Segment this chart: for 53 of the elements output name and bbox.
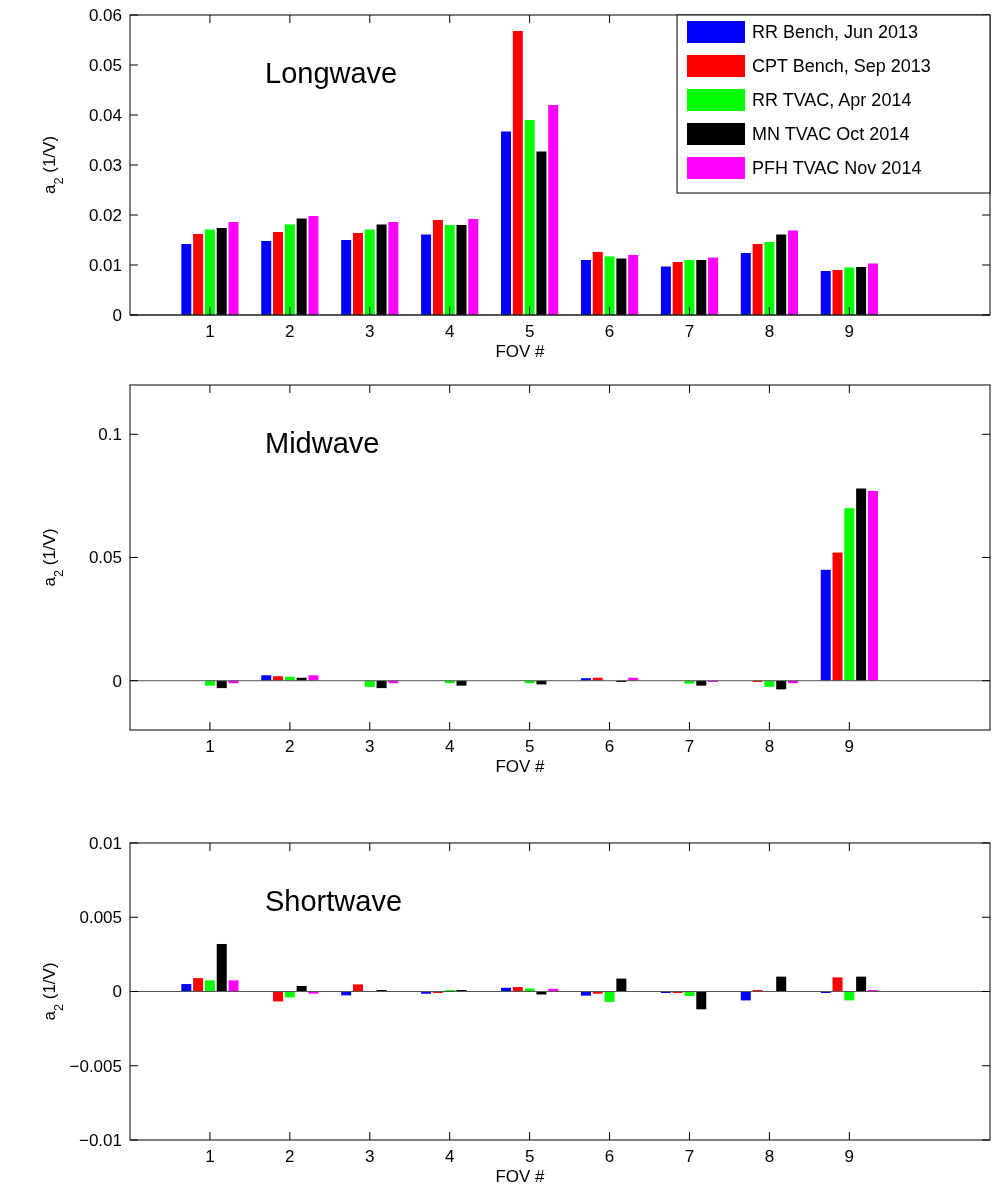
x-tick-label: 5 <box>524 322 535 341</box>
x-tick-label: 9 <box>844 322 855 341</box>
x-tick-label: 1 <box>205 737 215 756</box>
x-axis-title: FOV # <box>495 342 546 361</box>
legend-label: PFH TVAC Nov 2014 <box>752 158 922 179</box>
x-tick-label: 6 <box>604 737 615 756</box>
legend-label: CPT Bench, Sep 2013 <box>752 56 931 77</box>
y-tick-label: 0.03 <box>88 155 122 175</box>
y-tick-label: 0.01 <box>88 833 122 853</box>
x-tick-label: 2 <box>285 1147 295 1166</box>
annotation: Longwave <box>265 57 398 89</box>
x-tick-label: 5 <box>524 737 535 756</box>
y-tick-label: 0.06 <box>88 5 122 25</box>
legend-label: RR Bench, Jun 2013 <box>752 22 919 43</box>
x-tick-label: 4 <box>444 322 455 341</box>
x-tick-label: 5 <box>524 1147 535 1166</box>
x-tick-label: 8 <box>764 322 775 341</box>
y-tick-label: 0 <box>112 982 122 1002</box>
x-axis-title: FOV # <box>495 1167 546 1186</box>
x-tick-label: 2 <box>285 322 295 341</box>
x-tick-label: 3 <box>365 737 375 756</box>
legend-label: MN TVAC Oct 2014 <box>752 124 910 145</box>
x-tick-label: 4 <box>444 737 455 756</box>
x-tick-label: 7 <box>684 1147 695 1166</box>
annotation: Shortwave <box>265 885 403 917</box>
x-tick-label: 4 <box>444 1147 455 1166</box>
x-tick-label: 8 <box>764 737 775 756</box>
legend-label: RR TVAC, Apr 2014 <box>752 90 912 111</box>
x-tick-label: 9 <box>844 737 855 756</box>
y-tick-label: 0.1 <box>98 425 122 445</box>
y-tick-label: 0.04 <box>88 105 122 125</box>
x-tick-label: 8 <box>764 1147 775 1166</box>
x-tick-label: 3 <box>365 1147 375 1166</box>
y-tick-label: 0.01 <box>88 255 122 275</box>
y-tick-label: 0 <box>112 305 122 325</box>
y-tick-label: 0 <box>112 671 122 691</box>
y-tick-label: −0.01 <box>78 1130 122 1150</box>
y-tick-label: 0.02 <box>88 205 122 225</box>
x-tick-label: 6 <box>604 322 615 341</box>
annotation: Midwave <box>265 427 380 459</box>
x-axis-title: FOV # <box>495 757 546 776</box>
y-tick-label: 0.05 <box>88 55 122 75</box>
x-tick-label: 7 <box>684 737 695 756</box>
y-tick-label: −0.005 <box>69 1056 122 1076</box>
x-tick-label: 9 <box>844 1147 855 1166</box>
x-tick-label: 3 <box>365 322 375 341</box>
y-tick-label: 0.05 <box>88 548 122 568</box>
x-tick-label: 7 <box>684 322 695 341</box>
x-tick-label: 2 <box>285 737 295 756</box>
x-tick-label: 1 <box>205 1147 215 1166</box>
y-tick-label: 0.005 <box>79 908 122 928</box>
x-tick-label: 1 <box>205 322 215 341</box>
x-tick-label: 6 <box>604 1147 615 1166</box>
